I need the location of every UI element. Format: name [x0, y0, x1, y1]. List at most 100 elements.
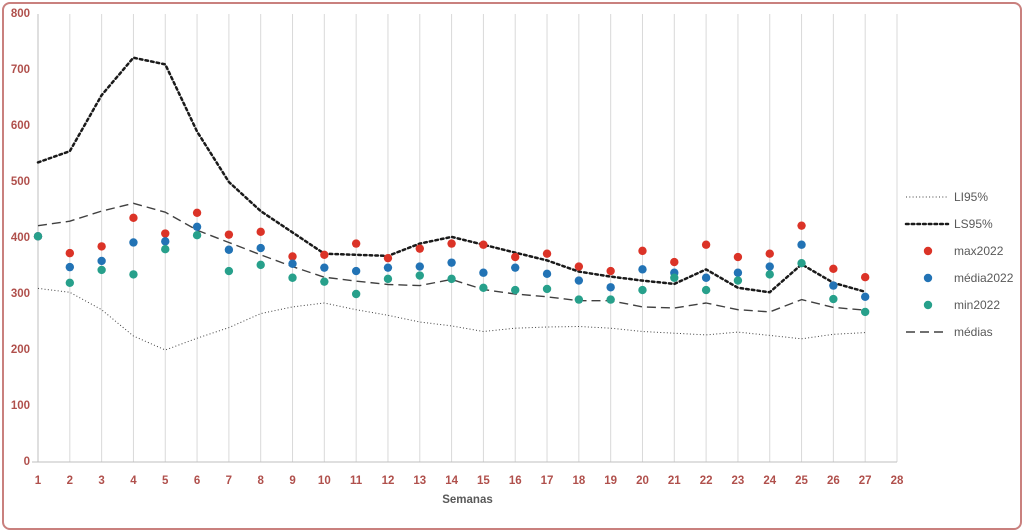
- x-tick-26: 26: [827, 475, 840, 487]
- point-max2022-week-15: [479, 240, 488, 249]
- x-tick-9: 9: [289, 475, 295, 487]
- point-min2022-week-8: [256, 260, 265, 270]
- x-tick-24: 24: [763, 475, 776, 487]
- x-tick-23: 23: [732, 475, 745, 487]
- point-max2022-week-16: [511, 252, 520, 262]
- point-mdia2022-week-14: [447, 258, 456, 267]
- point-mdia2022-week-23: [733, 268, 743, 277]
- point-max2022-week-8: [256, 227, 265, 237]
- point-max2022-week-3: [97, 242, 106, 251]
- point-mdia2022-week-9: [288, 259, 297, 268]
- series-line-ls95: [36, 56, 867, 294]
- point-max2022-week-25: [797, 221, 806, 230]
- point-max2022-week-4: [129, 213, 138, 223]
- point-max2022-week-5: [161, 229, 170, 238]
- point-min2022-week-5: [161, 245, 170, 254]
- legend-label-mdia2022: média2022: [954, 271, 1014, 285]
- point-min2022-week-13: [415, 271, 424, 280]
- x-tick-1: 1: [35, 475, 42, 487]
- x-tick-10: 10: [318, 475, 331, 487]
- point-mdia2022-week-26: [829, 281, 838, 290]
- point-min2022-week-11: [351, 289, 361, 299]
- point-max2022-week-9: [288, 252, 297, 261]
- x-tick-20: 20: [636, 475, 649, 487]
- point-min2022-week-24: [765, 270, 774, 279]
- point-max2022-week-18: [574, 262, 584, 271]
- y-tick-0: 0: [24, 456, 30, 468]
- point-max2022-week-6: [192, 208, 202, 217]
- point-min2022-week-27: [860, 307, 870, 317]
- x-tick-11: 11: [350, 475, 363, 487]
- point-min2022-week-18: [574, 295, 584, 304]
- point-mdia2022-week-18: [574, 276, 584, 285]
- point-max2022-week-26: [829, 264, 838, 273]
- x-tick-22: 22: [700, 475, 713, 487]
- point-max2022-week-11: [351, 239, 361, 248]
- y-tick-200: 200: [11, 344, 30, 356]
- point-min2022-week-15: [479, 283, 488, 293]
- y-tick-500: 500: [11, 176, 30, 188]
- point-min2022-week-23: [733, 276, 743, 285]
- point-min2022-week-22: [701, 285, 711, 295]
- x-tick-12: 12: [382, 475, 395, 487]
- series-line-mdias: [37, 202, 866, 313]
- point-min2022-week-2: [65, 278, 75, 287]
- legend-label-min2022: min2022: [954, 298, 1000, 312]
- x-tick-25: 25: [795, 475, 808, 487]
- x-tick-5: 5: [162, 475, 169, 487]
- legend-swatch-mdia2022: [923, 273, 933, 283]
- point-mdia2022-week-19: [606, 283, 615, 292]
- point-max2022-week-23: [733, 252, 743, 262]
- point-mdia2022-week-8: [256, 243, 265, 253]
- x-tick-17: 17: [541, 475, 554, 487]
- point-mdia2022-week-17: [542, 269, 552, 279]
- x-tick-28: 28: [891, 475, 904, 487]
- x-tick-14: 14: [445, 475, 458, 487]
- point-min2022-week-9: [288, 273, 297, 282]
- point-min2022-week-21: [670, 273, 679, 282]
- x-tick-4: 4: [130, 475, 137, 487]
- point-mdia2022-week-10: [320, 263, 329, 272]
- x-tick-15: 15: [477, 475, 490, 487]
- x-tick-3: 3: [98, 475, 104, 487]
- point-min2022-week-7: [224, 266, 234, 276]
- point-min2022-week-4: [129, 270, 138, 279]
- point-max2022-week-20: [638, 246, 647, 256]
- point-max2022-week-17: [542, 249, 552, 258]
- y-tick-400: 400: [11, 232, 30, 244]
- point-min2022-week-26: [829, 294, 838, 304]
- series-line-li95: [37, 287, 866, 351]
- legend-label-li95: LI95%: [954, 190, 988, 204]
- point-mdia2022-week-25: [797, 240, 806, 249]
- legend-label-mdias: médias: [954, 325, 993, 339]
- y-tick-600: 600: [11, 120, 30, 132]
- x-tick-8: 8: [258, 475, 265, 487]
- point-max2022-week-24: [765, 249, 774, 258]
- point-mdia2022-week-16: [511, 263, 520, 272]
- x-tick-19: 19: [604, 475, 617, 487]
- point-mdia2022-week-6: [192, 222, 202, 231]
- point-min2022-week-3: [97, 265, 106, 275]
- x-tick-16: 16: [509, 475, 522, 487]
- point-min2022-week-10: [320, 277, 329, 286]
- legend-swatch-max2022: [923, 246, 933, 256]
- x-tick-27: 27: [859, 475, 872, 487]
- y-tick-700: 700: [11, 64, 30, 76]
- x-tick-6: 6: [194, 475, 200, 487]
- point-min2022-week-12: [383, 274, 393, 284]
- point-min2022-week-6: [192, 231, 202, 240]
- point-mdia2022-week-15: [479, 268, 488, 277]
- point-max2022-week-19: [606, 266, 615, 276]
- legend-label-ls95: LS95%: [954, 217, 993, 231]
- point-mdia2022-week-7: [224, 245, 234, 254]
- point-min2022-week-17: [542, 284, 552, 294]
- point-mdia2022-week-20: [638, 265, 647, 274]
- x-tick-21: 21: [668, 475, 681, 487]
- point-mdia2022-week-2: [65, 262, 75, 272]
- point-mdia2022-week-27: [860, 292, 870, 301]
- point-max2022-week-12: [383, 253, 393, 263]
- point-max2022-week-27: [860, 273, 870, 282]
- point-min2022-week-1: [33, 232, 43, 241]
